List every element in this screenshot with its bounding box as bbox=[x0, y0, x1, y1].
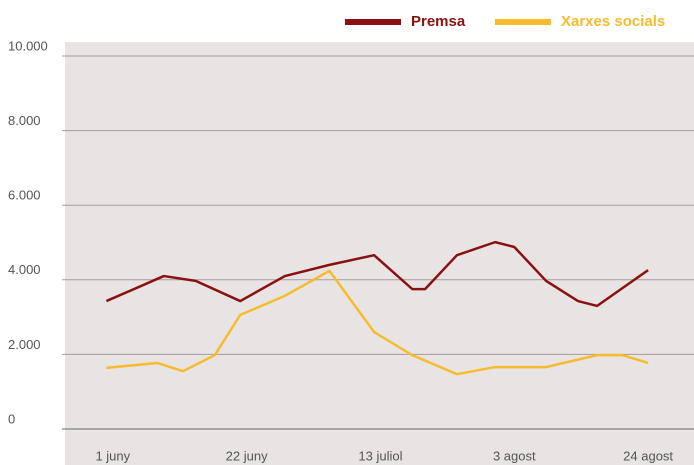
y-tick-label: 6.000 bbox=[8, 188, 41, 203]
x-tick-label: 22 juny bbox=[226, 448, 268, 463]
legend-swatch bbox=[495, 19, 551, 25]
y-tick-label: 10.000 bbox=[8, 38, 48, 53]
legend-label: Xarxes socials bbox=[561, 13, 665, 30]
plot-background bbox=[65, 42, 694, 465]
legend-label: Premsa bbox=[411, 13, 466, 30]
x-tick-label: 3 agost bbox=[493, 448, 536, 463]
x-tick-label: 13 juliol bbox=[358, 448, 402, 463]
series-line bbox=[106, 269, 649, 376]
x-tick-label: 1 juny bbox=[95, 448, 130, 463]
legend-swatch bbox=[345, 19, 401, 25]
y-tick-label: 0 bbox=[8, 411, 15, 426]
x-tick-label: 24 agost bbox=[623, 448, 673, 463]
series-line bbox=[105, 240, 649, 308]
y-tick-label: 2.000 bbox=[8, 337, 41, 352]
y-tick-label: 4.000 bbox=[8, 262, 41, 277]
y-tick-label: 8.000 bbox=[8, 113, 41, 128]
